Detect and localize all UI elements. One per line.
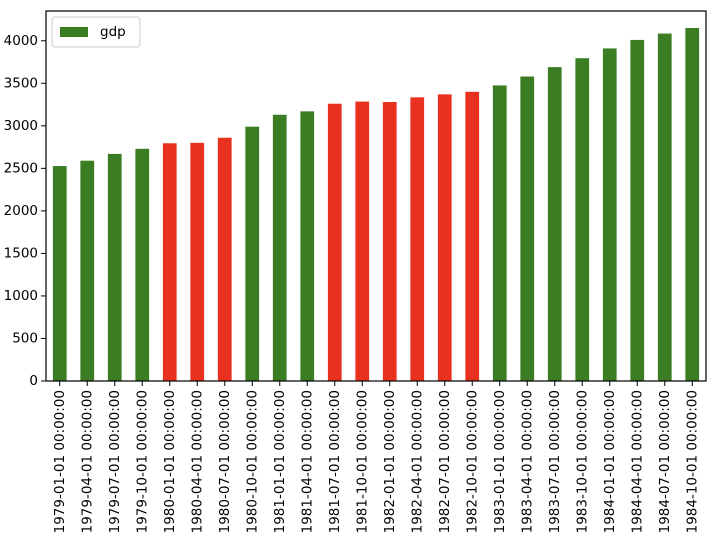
y-tick-label: 3500 [4,75,38,91]
y-tick-label: 2000 [4,203,38,219]
bar-15 [465,91,480,381]
bar-17 [520,76,535,381]
y-tick-label: 4000 [4,33,38,49]
x-tick-label: 1983-01-01 00:00:00 [492,390,508,533]
x-tick-label: 1980-07-01 00:00:00 [217,390,233,533]
x-tick-label: 1979-04-01 00:00:00 [79,390,95,533]
y-tick-label: 3000 [4,118,38,134]
bar-23 [685,28,700,381]
x-tick-label: 1979-01-01 00:00:00 [52,390,68,533]
legend-box [51,16,141,48]
bar-21 [630,39,645,381]
x-tick-label: 1983-10-01 00:00:00 [574,390,590,533]
bar-0 [52,166,67,381]
y-tick-label: 0 [29,373,38,389]
bar-12 [382,102,397,381]
y-axis: 0 500 1000 1500 2000 2500 3000 3500 4000 [4,33,46,389]
bar-13 [410,97,425,381]
legend-swatch-gdp [60,27,88,37]
x-tick-label: 1983-07-01 00:00:00 [547,390,563,533]
x-tick-label: 1982-01-01 00:00:00 [382,390,398,533]
x-tick-label: 1982-04-01 00:00:00 [409,390,425,533]
x-tick-label: 1982-07-01 00:00:00 [437,390,453,533]
x-tick-label: 1981-01-01 00:00:00 [272,390,288,533]
bar-5 [190,142,205,381]
bar-2 [107,153,122,381]
x-axis: 1979-01-01 00:00:00 1979-04-01 00:00:00 19… [52,381,700,533]
x-tick-label: 1980-04-01 00:00:00 [189,390,205,533]
x-tick-label: 1982-10-01 00:00:00 [464,390,480,533]
x-tick-label: 1981-04-01 00:00:00 [299,390,315,533]
y-tick-label: 500 [12,330,38,346]
legend-label-gdp: gdp [100,24,126,40]
legend: gdp [51,16,141,48]
plot-frame [45,10,707,382]
x-tick-label: 1979-07-01 00:00:00 [107,390,123,533]
bar-3 [135,148,150,381]
x-tick-label: 1984-07-01 00:00:00 [657,390,673,533]
x-tick-label: 1984-01-01 00:00:00 [602,390,618,533]
bar-1 [80,160,95,381]
bar-14 [437,94,452,381]
bar-9 [300,111,315,382]
bar-10 [327,103,342,381]
bar-18 [547,67,562,381]
y-tick-label: 1500 [4,245,38,261]
y-tick-label: 1000 [4,288,38,304]
x-tick-label: 1984-10-01 00:00:00 [684,390,700,533]
bars-group [52,28,700,382]
y-tick-label: 2500 [4,160,38,176]
bar-16 [492,85,507,381]
x-tick-label: 1981-07-01 00:00:00 [327,390,343,533]
bar-20 [602,48,617,381]
x-tick-label: 1983-04-01 00:00:00 [519,390,535,533]
bar-8 [272,114,287,382]
bar-7 [245,126,260,381]
bar-4 [162,143,177,381]
x-tick-label: 1981-10-01 00:00:00 [354,390,370,533]
bar-22 [657,33,672,382]
x-tick-label: 1984-04-01 00:00:00 [629,390,645,533]
bar-19 [575,58,590,381]
bar-6 [217,137,232,381]
bar-11 [355,101,370,381]
x-tick-label: 1980-10-01 00:00:00 [244,390,260,533]
x-tick-label: 1980-01-01 00:00:00 [162,390,178,533]
x-tick-label: 1979-10-01 00:00:00 [134,390,150,533]
